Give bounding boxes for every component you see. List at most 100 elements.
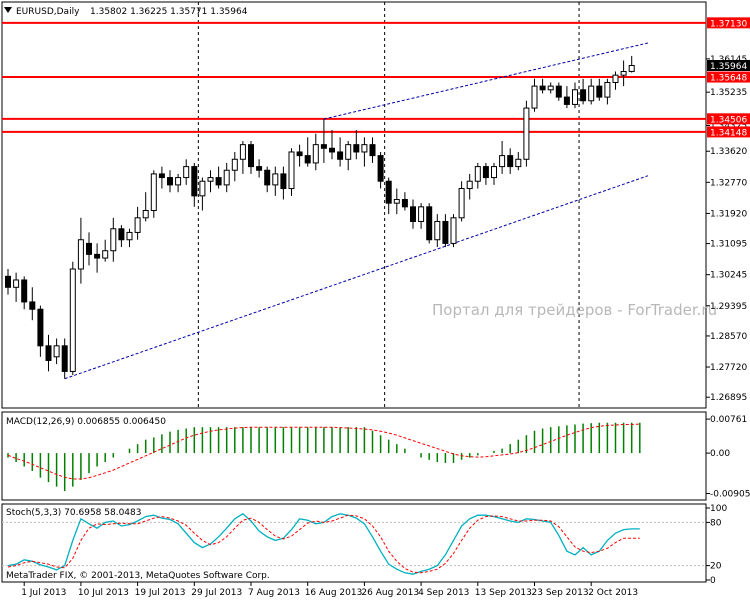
candle bbox=[361, 137, 368, 167]
candle-body bbox=[491, 166, 497, 179]
candle-body bbox=[353, 144, 360, 153]
candle bbox=[507, 148, 514, 174]
candle-body bbox=[118, 228, 125, 241]
candle-body bbox=[555, 85, 562, 98]
macd-signal-line bbox=[7, 423, 640, 480]
candle bbox=[304, 137, 311, 167]
trendline bbox=[323, 42, 649, 120]
candle-body bbox=[199, 180, 206, 197]
current-price-box bbox=[707, 59, 750, 71]
stoch-tick-label: 0 bbox=[710, 576, 716, 586]
candle bbox=[369, 137, 376, 163]
candle bbox=[474, 162, 481, 189]
candle-body bbox=[393, 199, 400, 204]
candle-body bbox=[215, 177, 222, 186]
candle bbox=[5, 269, 11, 295]
trendlines bbox=[64, 42, 649, 380]
candle-body bbox=[77, 239, 84, 270]
candle-body bbox=[482, 166, 489, 179]
candle-body bbox=[377, 155, 384, 182]
candle bbox=[410, 199, 416, 229]
candle-body bbox=[531, 85, 538, 109]
candle-body bbox=[53, 345, 60, 358]
level-labels: 1.37130 1.35648 1.34506 1.34148 1.35964 bbox=[707, 17, 750, 138]
candle bbox=[353, 130, 360, 160]
candle bbox=[86, 232, 92, 266]
candle bbox=[491, 162, 497, 185]
price-tick-label: 1.28570 bbox=[710, 332, 747, 342]
candle bbox=[620, 60, 627, 87]
candle bbox=[596, 78, 603, 101]
candle bbox=[458, 181, 465, 222]
candle bbox=[248, 140, 254, 174]
candle-body bbox=[385, 180, 392, 204]
candle bbox=[142, 192, 149, 222]
time-tick-label: 23 Sep 2013 bbox=[532, 588, 589, 598]
candle-body bbox=[442, 220, 449, 244]
stoch-tick-label: 100 bbox=[710, 504, 727, 514]
candle bbox=[69, 261, 76, 376]
candle bbox=[523, 100, 530, 167]
level-label: 1.35648 bbox=[710, 74, 747, 84]
candle-body bbox=[337, 151, 344, 160]
time-tick-label: 29 Jul 2013 bbox=[191, 588, 242, 598]
candle-body bbox=[410, 206, 416, 222]
candle-body bbox=[466, 180, 473, 190]
candle bbox=[515, 151, 522, 171]
candle bbox=[450, 214, 457, 248]
main-pane[interactable] bbox=[1, 1, 707, 409]
candle bbox=[45, 334, 52, 372]
candle-body bbox=[94, 253, 101, 259]
candle-body bbox=[167, 177, 173, 186]
candle bbox=[385, 177, 392, 215]
macd-tick-label: 0.00 bbox=[710, 449, 730, 459]
level-label: 1.37130 bbox=[710, 19, 747, 29]
time-tick-label: 19 Jul 2013 bbox=[135, 588, 186, 598]
candle bbox=[13, 272, 20, 302]
horizontal-levels bbox=[2, 21, 706, 133]
candle-body bbox=[418, 206, 425, 222]
candle bbox=[207, 170, 214, 193]
current-price-label: 1.35964 bbox=[710, 62, 747, 72]
stoch-signal-line bbox=[7, 514, 640, 574]
price-tick-label: 1.36145 bbox=[710, 55, 747, 65]
macd-pane[interactable] bbox=[1, 411, 707, 501]
candle-body bbox=[604, 81, 611, 98]
candle-body bbox=[499, 155, 506, 168]
watermark: Портал для трейдеров - ForTrader.ru bbox=[432, 301, 717, 319]
candle bbox=[61, 338, 68, 379]
candle bbox=[102, 239, 109, 262]
candle-body bbox=[37, 308, 44, 347]
candle-body bbox=[620, 70, 627, 76]
candle-body bbox=[13, 279, 20, 288]
candle-body bbox=[628, 64, 635, 72]
chart-header: EURUSD,Daily 1.35802 1.36225 1.35771 1.3… bbox=[4, 7, 248, 17]
candle-body bbox=[61, 345, 68, 372]
time-tick-label: 10 Jul 2013 bbox=[78, 588, 129, 598]
trendline bbox=[64, 175, 649, 380]
candle bbox=[434, 214, 441, 248]
candle-body bbox=[134, 217, 141, 233]
candle bbox=[393, 188, 400, 215]
candle-body bbox=[110, 228, 117, 252]
candle bbox=[377, 151, 384, 189]
candle-body bbox=[369, 144, 376, 157]
candle-body bbox=[207, 177, 214, 182]
candle-body bbox=[231, 158, 238, 171]
candle bbox=[215, 166, 222, 189]
candle-body bbox=[5, 275, 11, 288]
candle bbox=[29, 287, 36, 321]
candle bbox=[418, 203, 425, 229]
candle bbox=[296, 144, 303, 167]
candle bbox=[183, 159, 190, 185]
candle-body bbox=[312, 144, 319, 164]
candle bbox=[37, 305, 44, 357]
macd-axis: 0.00761 0.00 -0.00905 bbox=[706, 415, 750, 500]
candle-body bbox=[280, 173, 287, 190]
candle-body bbox=[539, 85, 546, 91]
candle-body bbox=[86, 242, 92, 255]
price-tick-label: 1.26895 bbox=[710, 393, 747, 403]
time-axis: 1 Jul 2013 10 Jul 2013 19 Jul 2013 29 Jul 2… bbox=[21, 582, 638, 598]
price-tick-label: 1.30245 bbox=[710, 271, 747, 281]
